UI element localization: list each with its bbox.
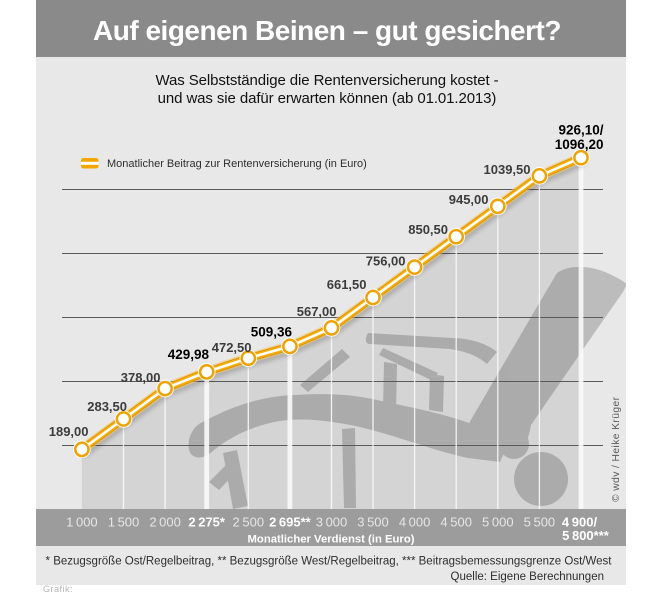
- svg-text:283,50: 283,50: [87, 399, 127, 414]
- svg-text:* Bezugsgröße Ost/Regelbeitrag: * Bezugsgröße Ost/Regelbeitrag, ** Bezug…: [46, 556, 613, 568]
- svg-text:4 500: 4 500: [440, 515, 472, 530]
- svg-text:4 900/: 4 900/: [562, 515, 598, 530]
- svg-text:472,50: 472,50: [212, 340, 252, 355]
- svg-text:661,50: 661,50: [327, 277, 367, 292]
- svg-text:5 500: 5 500: [524, 515, 556, 530]
- svg-text:429,98: 429,98: [168, 347, 210, 362]
- svg-text:Monatlicher Beitrag zur Renten: Monatlicher Beitrag zur Rentenversicheru…: [107, 158, 367, 170]
- svg-text:2 500: 2 500: [233, 515, 265, 530]
- svg-text:2 695**: 2 695**: [269, 515, 312, 530]
- svg-text:1096,20: 1096,20: [555, 137, 604, 152]
- svg-text:567,00: 567,00: [297, 304, 337, 319]
- svg-text:189,00: 189,00: [49, 424, 89, 439]
- svg-text:5 000: 5 000: [482, 515, 514, 530]
- svg-text:Quelle: Eigene Berechnungen: Quelle: Eigene Berechnungen: [451, 571, 604, 583]
- svg-text:2 000: 2 000: [149, 515, 181, 530]
- svg-text:756,00: 756,00: [366, 254, 406, 269]
- svg-text:509,36: 509,36: [251, 325, 293, 340]
- svg-text:4 000: 4 000: [399, 515, 431, 530]
- svg-text:5 800***: 5 800***: [562, 528, 610, 543]
- svg-text:3 500: 3 500: [357, 515, 389, 530]
- svg-text:1 000: 1 000: [66, 515, 98, 530]
- svg-text:3 000: 3 000: [316, 515, 348, 530]
- svg-text:Grafik:: Grafik:: [43, 584, 73, 594]
- svg-text:1039,50: 1039,50: [484, 162, 531, 177]
- svg-text:378,00: 378,00: [121, 370, 161, 385]
- svg-text:926,10/: 926,10/: [558, 123, 603, 138]
- svg-text:© wdv / Heike Krüger: © wdv / Heike Krüger: [611, 396, 622, 502]
- svg-text:850,50: 850,50: [408, 222, 448, 237]
- svg-text:2 275*: 2 275*: [188, 515, 226, 530]
- svg-text:945,00: 945,00: [449, 192, 489, 207]
- svg-text:Monatlicher Verdienst (in Euro: Monatlicher Verdienst (in Euro): [248, 534, 415, 546]
- svg-text:1 500: 1 500: [108, 515, 140, 530]
